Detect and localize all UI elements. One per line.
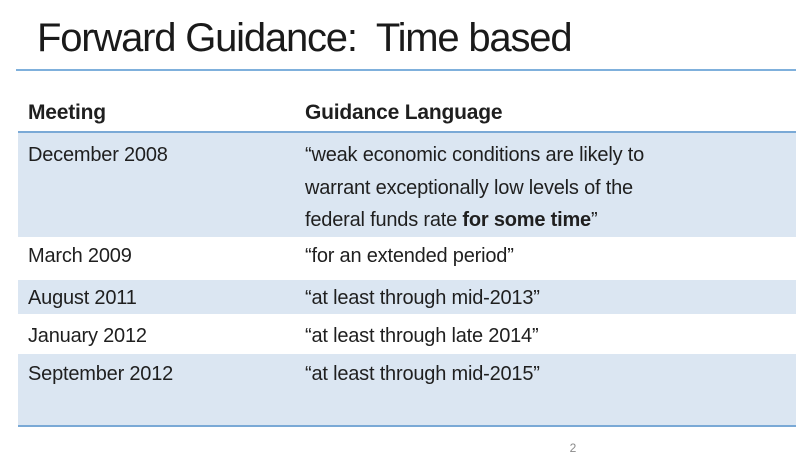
guidance-cell: “weak economic conditions are likely to … [305,144,645,231]
guidance-cell: “for an extended period” [305,245,514,267]
page-number: 2 [569,441,577,455]
table-row: January 2012 “at least through late 2014… [18,314,796,354]
slide-title: Forward Guidance: Time based [37,16,573,60]
meeting-cell: August 2011 [28,287,137,309]
meeting-cell: January 2012 [28,325,147,347]
guidance-cell: “at least through mid-2013” [305,287,540,309]
column-header-guidance-language: Guidance Language [305,101,503,124]
table-header-row: Meeting Guidance Language [18,95,796,133]
meeting-cell: September 2012 [28,363,174,385]
guidance-cell: “at least through mid-2015” [305,363,540,385]
meeting-cell: December 2008 [28,144,168,166]
column-header-meeting: Meeting [28,101,106,124]
table-row: March 2009 “for an extended period” [18,237,796,280]
table-row: September 2012 “at least through mid-201… [18,354,796,427]
table-row: August 2011 “at least through mid-2013” [18,280,796,314]
guidance-table: Meeting Guidance Language December 2008 … [18,95,796,427]
meeting-cell: March 2009 [28,245,132,267]
table-row: December 2008 “weak economic conditions … [18,133,796,237]
guidance-cell: “at least through late 2014” [305,325,539,347]
title-rule-divider [16,69,796,71]
